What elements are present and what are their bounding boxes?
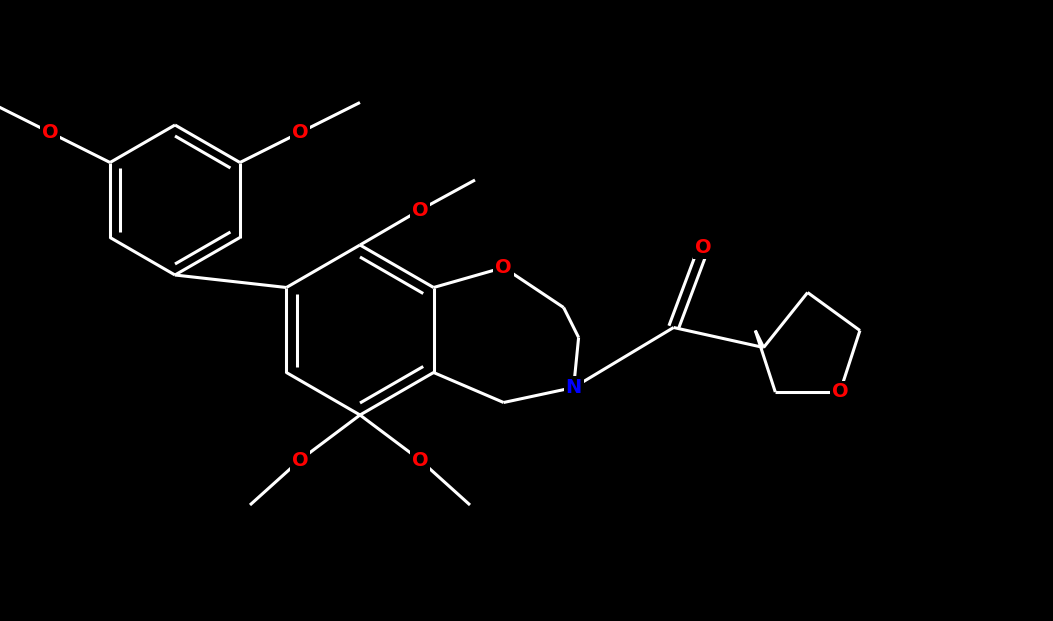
Text: O: O [412,450,429,469]
Text: O: O [412,201,429,219]
Text: O: O [292,123,309,142]
Text: O: O [832,383,849,402]
Text: O: O [292,450,309,469]
Text: O: O [495,258,512,277]
Text: O: O [695,238,712,257]
Text: N: N [565,378,581,397]
Text: O: O [42,123,58,142]
